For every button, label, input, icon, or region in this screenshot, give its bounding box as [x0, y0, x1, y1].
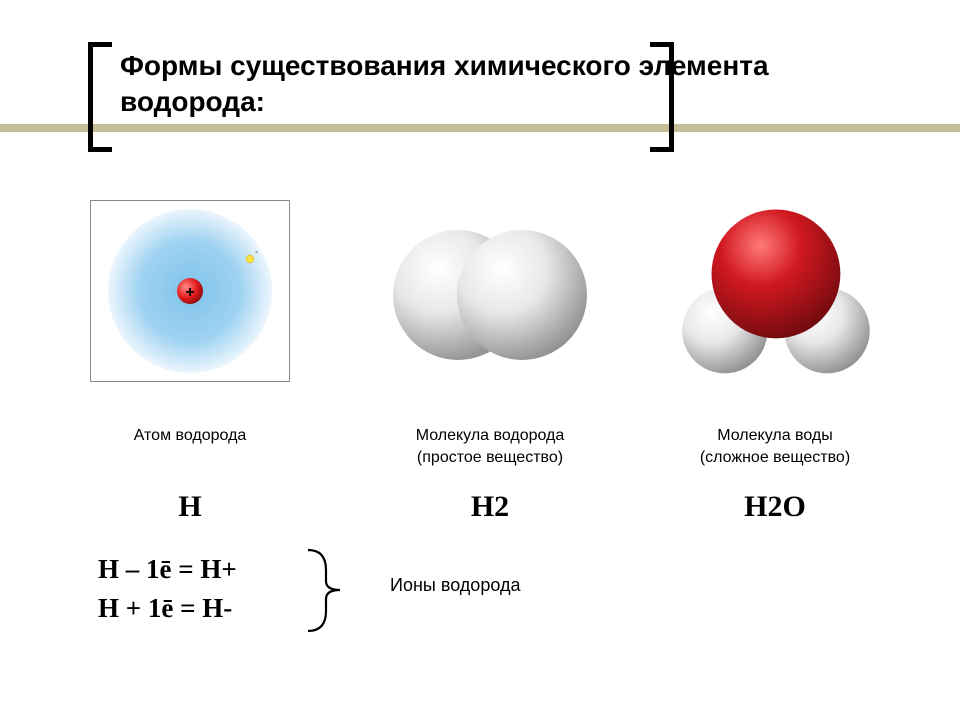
svg-text:+: +	[185, 284, 194, 301]
ion-brace	[298, 548, 348, 633]
figure-h2	[370, 200, 610, 380]
ion-eq-1: H – 1ē = H+	[98, 550, 237, 589]
title-bracket-left	[88, 42, 112, 152]
accent-bar	[0, 124, 960, 132]
h2o-svg	[665, 200, 885, 380]
caption-h2: Молекула водорода (простое вещество)	[360, 425, 620, 468]
svg-text:-: -	[255, 247, 258, 258]
formula-atom: H	[90, 490, 290, 524]
ion-eq-2: H + 1ē = H-	[98, 589, 237, 628]
title-text: Формы существования химического элемента…	[120, 48, 820, 121]
figure-atom: + -	[90, 200, 290, 382]
caption-h2o: Молекула воды (сложное вещество)	[640, 425, 910, 468]
caption-h2o-l2: (сложное вещество)	[700, 449, 850, 466]
atom-svg: + -	[100, 201, 280, 381]
h2-svg	[380, 200, 600, 380]
figure-h2o	[660, 200, 890, 380]
caption-h2-l1: Молекула водорода	[416, 427, 565, 444]
slide-title: Формы существования химического элемента…	[120, 48, 820, 121]
ion-equations: H – 1ē = H+ H + 1ē = H-	[98, 550, 237, 628]
ion-label: Ионы водорода	[390, 575, 520, 596]
formula-h2: H2	[370, 490, 610, 524]
formula-h2o: H2O	[660, 490, 890, 524]
caption-h2o-l1: Молекула воды	[717, 427, 833, 444]
caption-atom: Атом водорода	[90, 425, 290, 447]
caption-atom-l1: Атом водорода	[134, 427, 247, 444]
caption-h2-l2: (простое вещество)	[417, 449, 563, 466]
figures-row: + -	[0, 200, 960, 420]
